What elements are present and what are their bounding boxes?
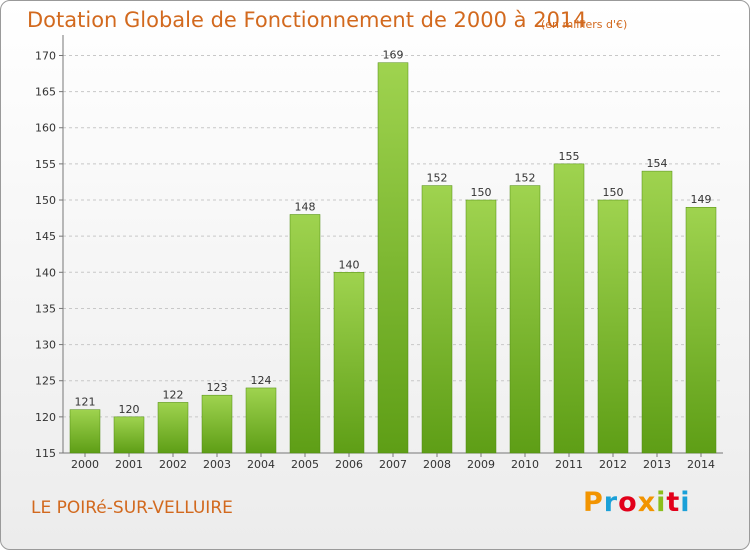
x-tick-label: 2010 xyxy=(511,458,539,471)
data-label-2013: 154 xyxy=(647,157,668,170)
y-tick-label: 120 xyxy=(35,411,56,424)
label-layer: 121 120 122 123 124 148 140 169 152 150 152 155 150 1… xyxy=(75,49,712,416)
x-tick-label: 2014 xyxy=(687,458,715,471)
x-tick-label: 2001 xyxy=(115,458,143,471)
y-tick-label: 155 xyxy=(35,158,56,171)
bar-2014 xyxy=(685,206,717,454)
bar-2011 xyxy=(553,163,585,454)
y-tick-label: 135 xyxy=(35,302,56,315)
x-tick-label: 2009 xyxy=(467,458,495,471)
logo-letter: o xyxy=(618,487,638,518)
axis-layer: 115 120 125 130 135 140 145 150 155 160 165 170 2000… xyxy=(35,35,723,471)
logo-letter: x xyxy=(637,487,657,518)
data-label-2005: 148 xyxy=(295,200,316,213)
bar-2008 xyxy=(421,185,453,454)
x-tick-label: 2003 xyxy=(203,458,231,471)
bar-2006 xyxy=(333,272,365,454)
logo-letter: i xyxy=(656,487,667,518)
data-label-2001: 120 xyxy=(119,403,140,416)
data-label-2007: 169 xyxy=(383,49,404,62)
chart-subtitle: (en milliers d'€) xyxy=(541,18,628,31)
y-tick-label: 160 xyxy=(35,122,56,135)
x-tick-label: 2008 xyxy=(423,458,451,471)
x-tick-label: 2006 xyxy=(335,458,363,471)
chart-title: Dotation Globale de Fonctionnement de 20… xyxy=(27,8,587,32)
y-tick-label: 165 xyxy=(35,86,56,99)
bar-2013 xyxy=(641,170,673,454)
x-tick-label: 2000 xyxy=(71,458,99,471)
bar-2001 xyxy=(113,416,145,454)
proxiti-logo: Proxiti xyxy=(583,487,691,518)
logo-letter: r xyxy=(603,487,619,518)
x-tick-label: 2007 xyxy=(379,458,407,471)
data-label-2000: 121 xyxy=(75,396,96,409)
y-tick-label: 145 xyxy=(35,230,56,243)
bar-2005 xyxy=(289,214,321,454)
data-label-2014: 149 xyxy=(691,193,712,206)
x-tick-label: 2004 xyxy=(247,458,275,471)
y-tick-label: 125 xyxy=(35,375,56,388)
data-label-2006: 140 xyxy=(339,258,360,271)
y-tick-label: 140 xyxy=(35,266,56,279)
y-tick-label: 115 xyxy=(35,447,56,460)
logo-letter: t xyxy=(666,487,681,518)
y-tick-label: 130 xyxy=(35,339,56,352)
x-tick-label: 2005 xyxy=(291,458,319,471)
data-label-2002: 122 xyxy=(163,388,184,401)
bar-2010 xyxy=(509,185,541,454)
commune-name: LE POIRé-SUR-VELLUIRE xyxy=(31,498,233,518)
data-label-2004: 124 xyxy=(251,374,272,387)
bar-2003 xyxy=(201,394,233,454)
x-tick-label: 2002 xyxy=(159,458,187,471)
y-tick-label: 170 xyxy=(35,49,56,62)
bar-2004 xyxy=(245,387,277,454)
x-tick-label: 2011 xyxy=(555,458,583,471)
bar-2007 xyxy=(377,62,409,454)
bar-2012 xyxy=(597,199,629,454)
bar-2000 xyxy=(69,409,101,454)
data-label-2009: 150 xyxy=(471,186,492,199)
bar-layer xyxy=(69,62,717,454)
y-tick-label: 150 xyxy=(35,194,56,207)
data-label-2010: 152 xyxy=(515,172,536,185)
data-label-2003: 123 xyxy=(207,381,228,394)
x-tick-label: 2013 xyxy=(643,458,671,471)
bar-2002 xyxy=(157,402,189,454)
data-label-2008: 152 xyxy=(427,172,448,185)
data-label-2012: 150 xyxy=(603,186,624,199)
logo-letter: P xyxy=(583,487,604,518)
logo-letter: i xyxy=(680,487,691,518)
data-label-2011: 155 xyxy=(559,150,580,163)
x-tick-label: 2012 xyxy=(599,458,627,471)
bar-2009 xyxy=(465,199,497,454)
